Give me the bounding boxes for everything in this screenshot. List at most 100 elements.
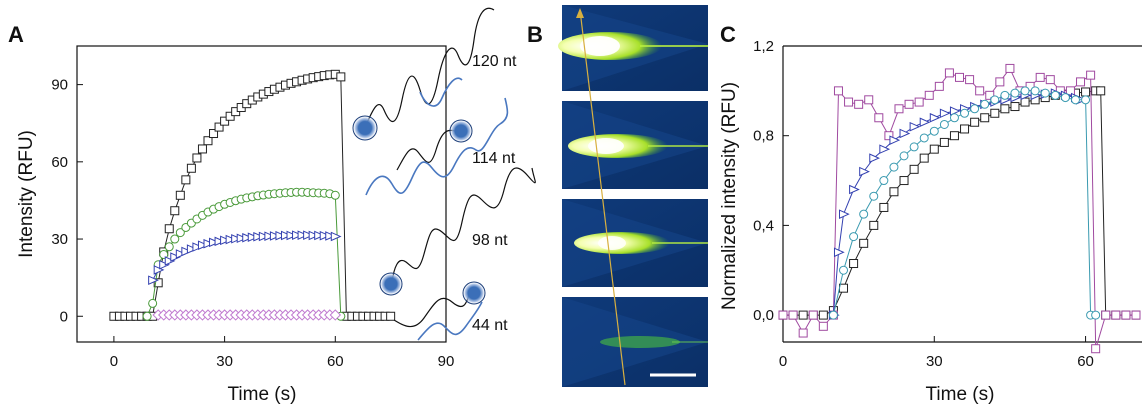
panel-c-series-3-point bbox=[1010, 88, 1020, 98]
panel-a-series-1-point bbox=[175, 228, 185, 238]
panel-c-series-1-point bbox=[975, 86, 985, 96]
strand-120-blue bbox=[419, 77, 463, 107]
panel-a-series-0-point bbox=[214, 122, 224, 132]
panel-a-series-3-point bbox=[329, 309, 342, 321]
panel-a-series-1-point bbox=[330, 190, 340, 200]
panel-c-series bbox=[778, 63, 1141, 354]
panel-c-series-2-point bbox=[899, 128, 911, 139]
panel-a-xlabel: Time (s) bbox=[228, 384, 297, 405]
panel-c-series-1-point bbox=[884, 131, 894, 141]
strand-44-black bbox=[393, 291, 471, 328]
bead-114 bbox=[449, 119, 473, 143]
panel-a-xtick-label: 60 bbox=[327, 353, 344, 370]
panel-c-series-0-point bbox=[949, 131, 959, 141]
panel-c-series-1-point bbox=[1131, 310, 1141, 320]
strand-98-black bbox=[391, 167, 536, 283]
panel-a-series-2-line bbox=[152, 234, 336, 281]
panel-c-series-3-point bbox=[1020, 86, 1030, 96]
panel-c-xtick-label: 0 bbox=[779, 353, 787, 370]
panel-c-series-2-point bbox=[919, 117, 931, 128]
panel-a-ytick-label: 60 bbox=[51, 154, 68, 171]
panel-a-ylabel: Intensity (RFU) bbox=[16, 130, 37, 258]
panel-a-series-2-point bbox=[192, 242, 204, 252]
panel-c-series-3-point bbox=[1030, 86, 1040, 96]
panel-c-series-0-point bbox=[798, 310, 808, 320]
panel-c-series-3-point bbox=[929, 126, 939, 136]
panel-c-series-0-point bbox=[818, 310, 828, 320]
panel-c-series-3-point bbox=[980, 99, 990, 109]
panel-a-frame bbox=[76, 45, 447, 343]
panel-a-series-0-point bbox=[386, 311, 396, 321]
panel-c-series-1-point bbox=[924, 90, 934, 100]
panel-c-series-1-point bbox=[965, 75, 975, 85]
label-120nt: 120 nt bbox=[472, 53, 517, 70]
panel-c-series-1-point bbox=[934, 81, 944, 91]
panel-c-series-1-point bbox=[1045, 75, 1055, 85]
strand-diagram: 120 nt 114 nt 98 nt 44 nt bbox=[352, 7, 536, 341]
panel-c-series-0-point bbox=[960, 124, 970, 134]
panel-a-series-0-point bbox=[181, 175, 191, 185]
panel-c-series-1-point bbox=[788, 310, 798, 320]
panel-c-series-0-point bbox=[869, 220, 879, 230]
panel-c-series-3-point bbox=[1040, 88, 1050, 98]
panel-c-series-2-point bbox=[839, 209, 850, 219]
panel-c-series-3-point bbox=[899, 151, 909, 161]
panel-a-series-1-point bbox=[164, 242, 174, 252]
panel-c-series-0-point bbox=[919, 153, 929, 163]
panel-a-xtick-label: 0 bbox=[110, 353, 118, 370]
panel-a-xtick-label: 30 bbox=[216, 353, 233, 370]
panel-a-series-2-point bbox=[220, 235, 231, 246]
panel-c-series-3-point bbox=[909, 142, 919, 152]
panel-c-series-3-point bbox=[1081, 95, 1091, 105]
panel-a-series-0-point bbox=[336, 72, 346, 82]
panel-a-ticks: 0 30 60 90 0 30 60 90 bbox=[51, 77, 454, 370]
panel-c-series-1-point bbox=[1111, 310, 1121, 320]
panel-a-series-0-point bbox=[209, 129, 219, 139]
panel-a-series-1-point bbox=[170, 234, 180, 244]
micrograph-frame-4 bbox=[562, 297, 708, 387]
panel-a-series-2-point bbox=[264, 231, 276, 241]
panel-a-series-2-point bbox=[231, 234, 242, 244]
panel-c-series-1-point bbox=[798, 328, 808, 338]
panel-a-xtick-label: 90 bbox=[438, 353, 455, 370]
panel-c-series-0-point bbox=[939, 137, 949, 147]
panel-c-xtick-label: 60 bbox=[1077, 353, 1094, 370]
panel-a-series-2-point bbox=[303, 230, 314, 240]
panel-c-ytick-label: 0,8 bbox=[753, 128, 774, 145]
panel-c-series-0-point bbox=[889, 187, 899, 197]
panel-c-series-3-point bbox=[990, 95, 1000, 105]
panel-label-b: B bbox=[527, 22, 543, 47]
panel-c-series-3-point bbox=[879, 176, 889, 186]
panel-c-series-0-point bbox=[980, 113, 990, 123]
panel-c-ylabel: Normalized intensity (RFU) bbox=[719, 82, 740, 310]
panel-a-series-2-point bbox=[297, 230, 309, 240]
panel-c-series-1-point bbox=[1101, 310, 1111, 320]
panel-b-micrographs bbox=[558, 5, 708, 387]
label-44nt: 44 nt bbox=[472, 317, 508, 334]
strand-114-black bbox=[396, 129, 459, 171]
panel-a-series-1-point bbox=[148, 298, 158, 308]
panel-c-series-2-point bbox=[949, 106, 961, 116]
panel-a-series-2-point bbox=[148, 275, 159, 285]
micrograph-frame-3 bbox=[562, 199, 708, 287]
panel-a-series-1-point bbox=[142, 311, 152, 321]
panel-c-series-1-point bbox=[894, 104, 904, 114]
panel-c-series-1-point bbox=[833, 86, 843, 96]
panel-a-series-1-point bbox=[159, 249, 169, 259]
panel-a-series-2-point bbox=[314, 230, 325, 241]
panel-c-xtick-label: 30 bbox=[926, 353, 943, 370]
panel-a-series-2-point bbox=[214, 236, 226, 247]
micrograph-frame-2 bbox=[562, 101, 708, 189]
panel-a-series-0-point bbox=[192, 153, 202, 163]
panel-c-series-1-point bbox=[995, 77, 1005, 87]
panel-c-series-1-point bbox=[904, 99, 914, 109]
panel-c-series-0-point bbox=[1000, 104, 1010, 114]
panel-c-series-3-point bbox=[1070, 95, 1080, 105]
panel-a-series-2-point bbox=[258, 231, 270, 242]
micrograph-frame-1 bbox=[558, 5, 708, 91]
panel-a-series-2-point bbox=[280, 230, 292, 241]
panel-c-series-1-point bbox=[985, 90, 995, 100]
panel-c-series-0-point bbox=[879, 202, 889, 212]
panel-c-series-3-point bbox=[839, 265, 849, 275]
panel-c-series-2-point bbox=[909, 121, 921, 132]
